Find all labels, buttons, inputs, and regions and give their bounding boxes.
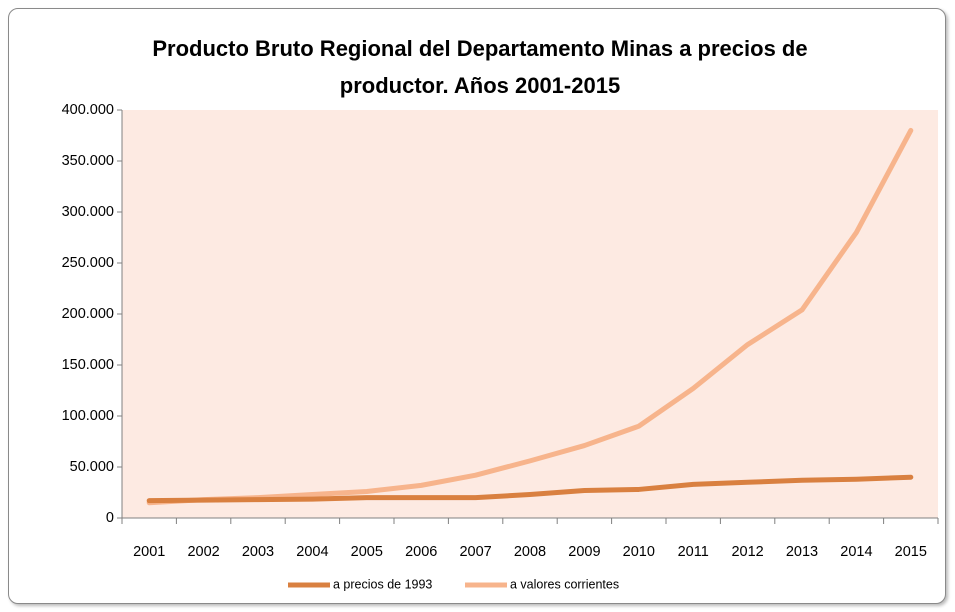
legend-label: a precios de 1993 — [333, 577, 432, 591]
y-tick-label: 250.000 — [62, 255, 114, 271]
x-tick-label: 2003 — [242, 544, 274, 560]
y-tick-label: 100.000 — [62, 408, 114, 424]
y-tick-label: 0 — [106, 510, 114, 526]
y-tick-label: 400.000 — [62, 102, 114, 118]
y-tick-label: 350.000 — [62, 153, 114, 169]
x-tick-label: 2008 — [514, 544, 546, 560]
y-tick-label: 50.000 — [70, 459, 114, 475]
x-tick-label: 2015 — [895, 544, 927, 560]
x-tick-label: 2007 — [459, 544, 491, 560]
x-tick-label: 2002 — [187, 544, 219, 560]
x-tick-label: 2013 — [786, 544, 818, 560]
x-tick-label: 2009 — [568, 544, 600, 560]
x-tick-label: 2004 — [296, 544, 328, 560]
x-tick-label: 2001 — [133, 544, 165, 560]
x-tick-label: 2010 — [623, 544, 655, 560]
legend-label: a valores corrientes — [510, 577, 619, 591]
series-line — [146, 474, 914, 504]
x-tick-label: 2005 — [351, 544, 383, 560]
y-tick-label: 150.000 — [62, 357, 114, 373]
y-tick-label: 300.000 — [62, 204, 114, 220]
y-tick-label: 200.000 — [62, 306, 114, 322]
x-tick-label: 2012 — [731, 544, 763, 560]
x-tick-label: 2011 — [678, 544, 709, 560]
series-line — [146, 127, 914, 506]
x-tick-label: 2014 — [840, 544, 872, 560]
chart-title: Producto Bruto Regional del Departamento… — [152, 36, 808, 98]
x-tick-label: 2006 — [405, 544, 437, 560]
plot-area — [122, 110, 938, 518]
